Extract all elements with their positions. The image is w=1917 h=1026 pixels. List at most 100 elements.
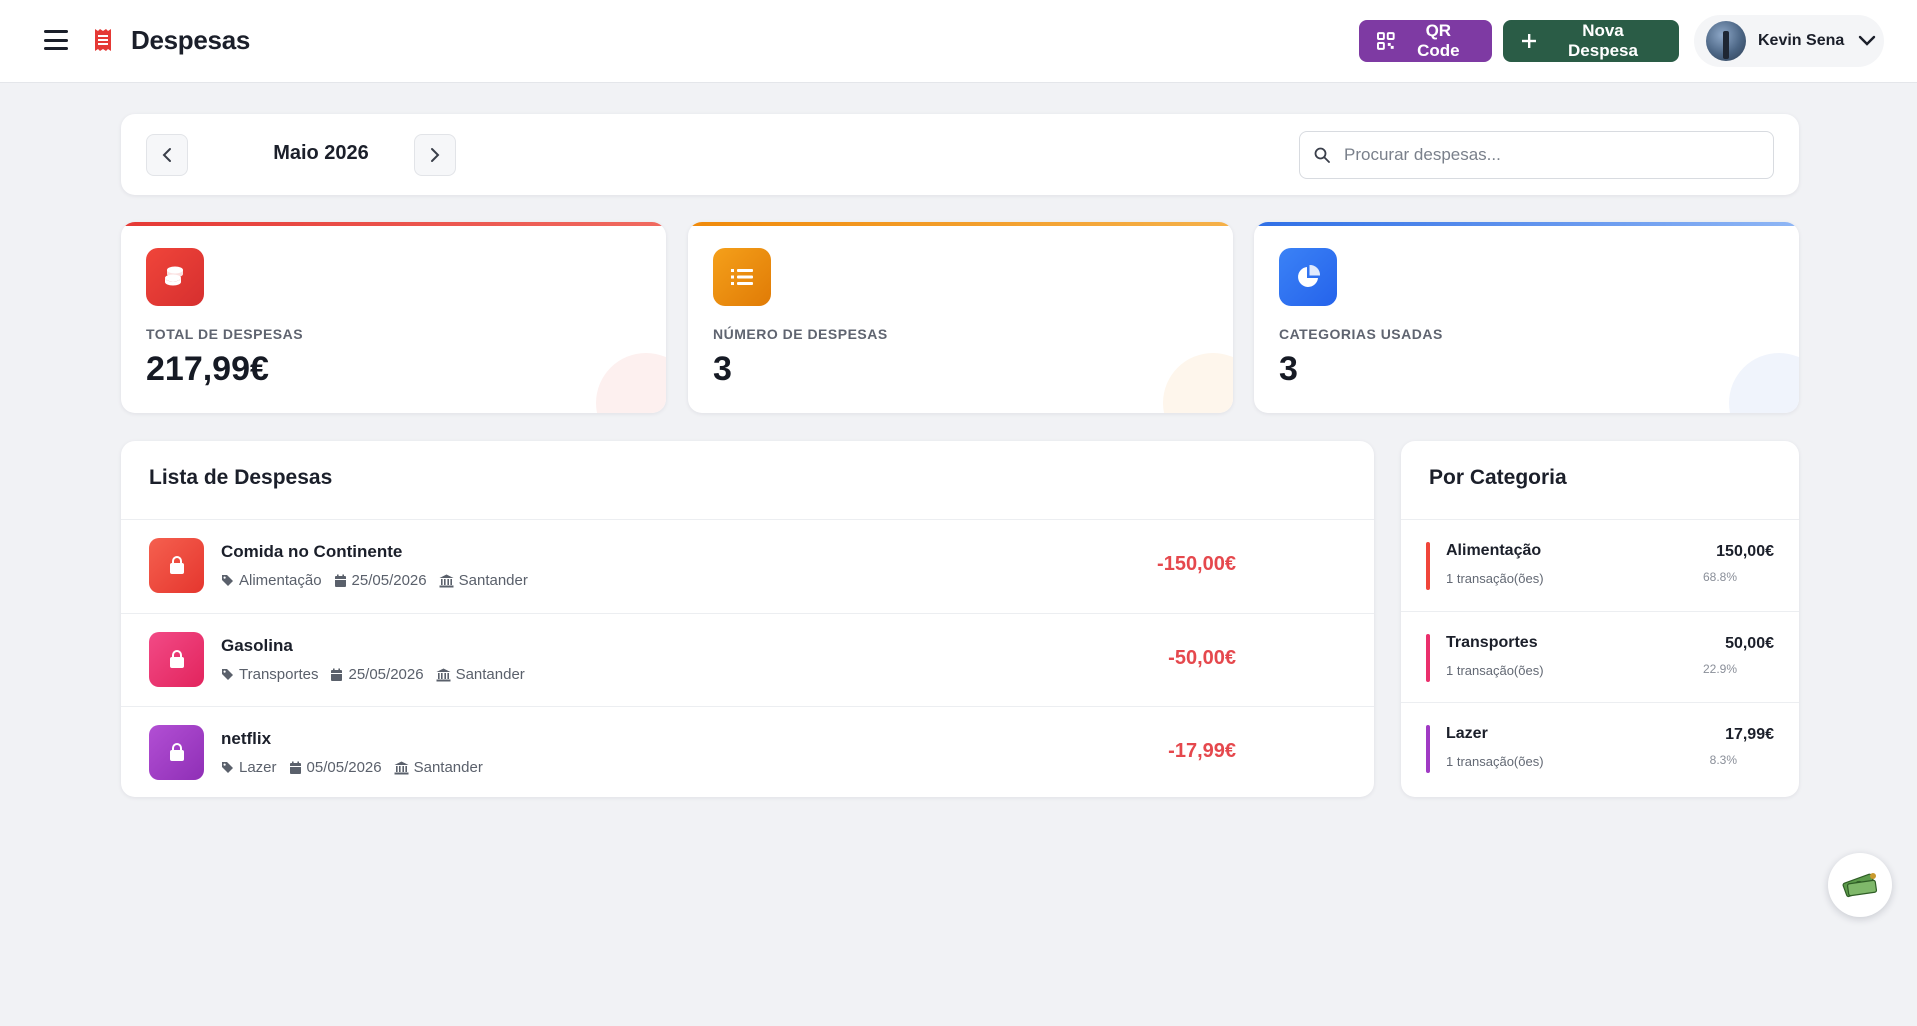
- expense-bank: Santander: [458, 572, 528, 589]
- tag-icon: [222, 575, 233, 586]
- calendar-icon: [334, 574, 346, 587]
- category-count: 1 transação(ões): [1446, 571, 1544, 586]
- stat-card-categories: CATEGORIAS USADAS 3: [1254, 222, 1799, 413]
- money-icon: [1842, 873, 1878, 898]
- stat-value: 3: [713, 350, 732, 388]
- receipt-icon: [95, 29, 111, 51]
- category-panel: Por Categoria Alimentação 1 transação(õe…: [1401, 441, 1799, 797]
- category-row: Lazer 1 transação(ões) 17,99€ 8.3%: [1401, 702, 1799, 793]
- shopping-bag-icon: [169, 555, 184, 574]
- expense-meta: Lazer 05/05/2026 Santander: [221, 759, 495, 776]
- calendar-icon: [331, 668, 343, 681]
- previous-month-button[interactable]: [146, 134, 188, 176]
- expense-bank: Santander: [413, 759, 483, 776]
- chevron-right-icon: [431, 148, 440, 162]
- expense-category: Lazer: [239, 759, 277, 776]
- bank-icon: [394, 761, 409, 774]
- floating-money-button[interactable]: [1828, 853, 1892, 917]
- category-percent: 68.8%: [1702, 570, 1737, 584]
- expense-date: 25/05/2026: [348, 666, 424, 683]
- shopping-bag-icon: [169, 742, 184, 761]
- tag-icon: [222, 669, 233, 680]
- search-input[interactable]: [1344, 145, 1744, 165]
- category-color-bar: [1426, 542, 1430, 590]
- expense-icon-box: [149, 632, 204, 687]
- expense-list-title: Lista de Despesas: [149, 466, 333, 489]
- category-percent: 22.9%: [1702, 662, 1737, 676]
- shopping-bag-icon: [169, 649, 184, 668]
- category-name: Transportes: [1446, 634, 1538, 651]
- stat-icon-box: [713, 248, 771, 306]
- category-row: Alimentação 1 transação(ões) 150,00€ 68.…: [1401, 520, 1799, 611]
- stat-card-count: NÚMERO DE DESPESAS 3: [688, 222, 1233, 413]
- bank-icon: [436, 668, 451, 681]
- qr-code-label: QR Code: [1417, 21, 1460, 60]
- user-menu[interactable]: Kevin Sena: [1694, 15, 1884, 67]
- new-expense-button[interactable]: Nova Despesa: [1503, 20, 1679, 62]
- category-row: Transportes 1 transação(ões) 50,00€ 22.9…: [1401, 611, 1799, 702]
- qr-code-icon: [1377, 32, 1395, 50]
- stat-icon-box: [146, 248, 204, 306]
- chevron-down-icon: [1859, 35, 1876, 46]
- expense-bank: Santander: [455, 666, 525, 683]
- expense-icon-box: [149, 725, 204, 780]
- divider: [121, 519, 1374, 520]
- category-count: 1 transação(ões): [1446, 663, 1544, 678]
- stat-label: CATEGORIAS USADAS: [1279, 326, 1443, 342]
- next-month-button[interactable]: [414, 134, 456, 176]
- pie-chart-icon: [1298, 264, 1321, 287]
- stat-value: 217,99€: [146, 350, 269, 388]
- list-icon: [731, 269, 753, 285]
- stat-accent-bar: [688, 222, 1233, 226]
- tag-icon: [222, 762, 233, 773]
- category-percent: 8.3%: [1709, 753, 1737, 767]
- decorative-circle: [596, 353, 666, 413]
- expense-meta: Transportes 25/05/2026 Santander: [221, 666, 537, 683]
- category-amount: 150,00€: [1716, 543, 1774, 560]
- qr-code-button[interactable]: QR Code: [1359, 20, 1492, 62]
- page-title: Despesas: [131, 25, 251, 55]
- month-navigator: Maio 2026: [121, 114, 1799, 195]
- expense-row[interactable]: Comida no Continente Alimentação 25/05/2…: [121, 520, 1374, 613]
- stat-value: 3: [1279, 350, 1298, 388]
- expense-row[interactable]: netflix Lazer 05/05/2026 Santander -17,9…: [121, 706, 1374, 797]
- expense-date: 05/05/2026: [306, 759, 382, 776]
- search-icon: [1314, 147, 1330, 163]
- expense-icon-box: [149, 538, 204, 593]
- decorative-circle: [1163, 353, 1233, 413]
- category-count: 1 transação(ões): [1446, 754, 1544, 769]
- category-name: Alimentação: [1446, 542, 1542, 559]
- new-expense-label: Nova Despesa: [1568, 21, 1638, 60]
- expense-list: Lista de Despesas Comida no Continente A…: [121, 441, 1374, 797]
- current-month: Maio 2026: [273, 142, 369, 164]
- divider: [1401, 519, 1799, 520]
- plus-icon: [1521, 34, 1536, 48]
- stat-accent-bar: [1254, 222, 1799, 226]
- menu-icon[interactable]: [44, 30, 68, 50]
- stat-label: NÚMERO DE DESPESAS: [713, 326, 888, 342]
- chevron-left-icon: [162, 148, 171, 162]
- calendar-icon: [289, 761, 301, 774]
- stat-label: TOTAL DE DESPESAS: [146, 326, 304, 342]
- decorative-circle: [1729, 353, 1799, 413]
- category-color-bar: [1426, 725, 1430, 773]
- expense-category: Transportes: [239, 666, 319, 683]
- expense-meta: Alimentação 25/05/2026 Santander: [221, 572, 540, 589]
- category-amount: 17,99€: [1725, 726, 1774, 743]
- category-name: Lazer: [1446, 725, 1488, 742]
- expense-amount: -50,00€: [1168, 647, 1236, 669]
- user-name: Kevin Sena: [1758, 32, 1845, 49]
- category-panel-title: Por Categoria: [1429, 466, 1567, 489]
- search-box: [1299, 131, 1774, 179]
- expense-amount: -17,99€: [1168, 740, 1236, 762]
- expense-amount: -150,00€: [1157, 553, 1236, 575]
- stat-icon-box: [1279, 248, 1337, 306]
- category-amount: 50,00€: [1725, 635, 1774, 652]
- expense-title: netflix: [221, 729, 272, 748]
- expense-title: Comida no Continente: [221, 542, 403, 561]
- stat-card-total: TOTAL DE DESPESAS 217,99€: [121, 222, 666, 413]
- top-bar: Despesas QR Code Nova Despesa Kevin Sena: [0, 0, 1917, 83]
- expense-row[interactable]: Gasolina Transportes 25/05/2026 Santande…: [121, 613, 1374, 706]
- category-color-bar: [1426, 634, 1430, 682]
- expense-category: Alimentação: [239, 572, 322, 589]
